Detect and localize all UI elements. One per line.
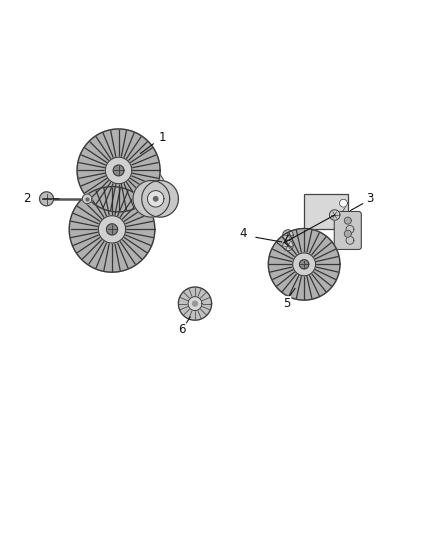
Circle shape — [178, 287, 212, 320]
Circle shape — [188, 297, 202, 311]
Text: 4: 4 — [239, 227, 247, 240]
Circle shape — [153, 197, 158, 201]
Circle shape — [329, 210, 340, 220]
Circle shape — [346, 236, 354, 244]
Circle shape — [142, 181, 178, 217]
Circle shape — [69, 187, 155, 272]
Circle shape — [148, 191, 164, 207]
FancyBboxPatch shape — [334, 212, 361, 249]
Circle shape — [344, 217, 351, 224]
Text: 3: 3 — [366, 192, 373, 205]
Text: 5: 5 — [283, 297, 290, 310]
Circle shape — [344, 230, 351, 237]
Text: 2: 2 — [23, 192, 31, 205]
Polygon shape — [112, 158, 164, 208]
Circle shape — [77, 129, 160, 212]
Text: 1: 1 — [159, 131, 166, 144]
Circle shape — [99, 216, 126, 243]
Text: 6: 6 — [178, 324, 186, 336]
Circle shape — [346, 225, 354, 233]
Circle shape — [339, 199, 347, 207]
Circle shape — [105, 157, 132, 184]
Circle shape — [39, 192, 53, 206]
Circle shape — [300, 260, 309, 269]
Circle shape — [268, 229, 340, 300]
Circle shape — [293, 253, 316, 276]
Circle shape — [106, 224, 117, 235]
Circle shape — [82, 194, 92, 204]
Circle shape — [283, 230, 293, 240]
Circle shape — [192, 301, 198, 306]
Circle shape — [133, 181, 170, 217]
Circle shape — [283, 240, 293, 251]
Polygon shape — [304, 195, 357, 247]
Circle shape — [113, 165, 124, 176]
